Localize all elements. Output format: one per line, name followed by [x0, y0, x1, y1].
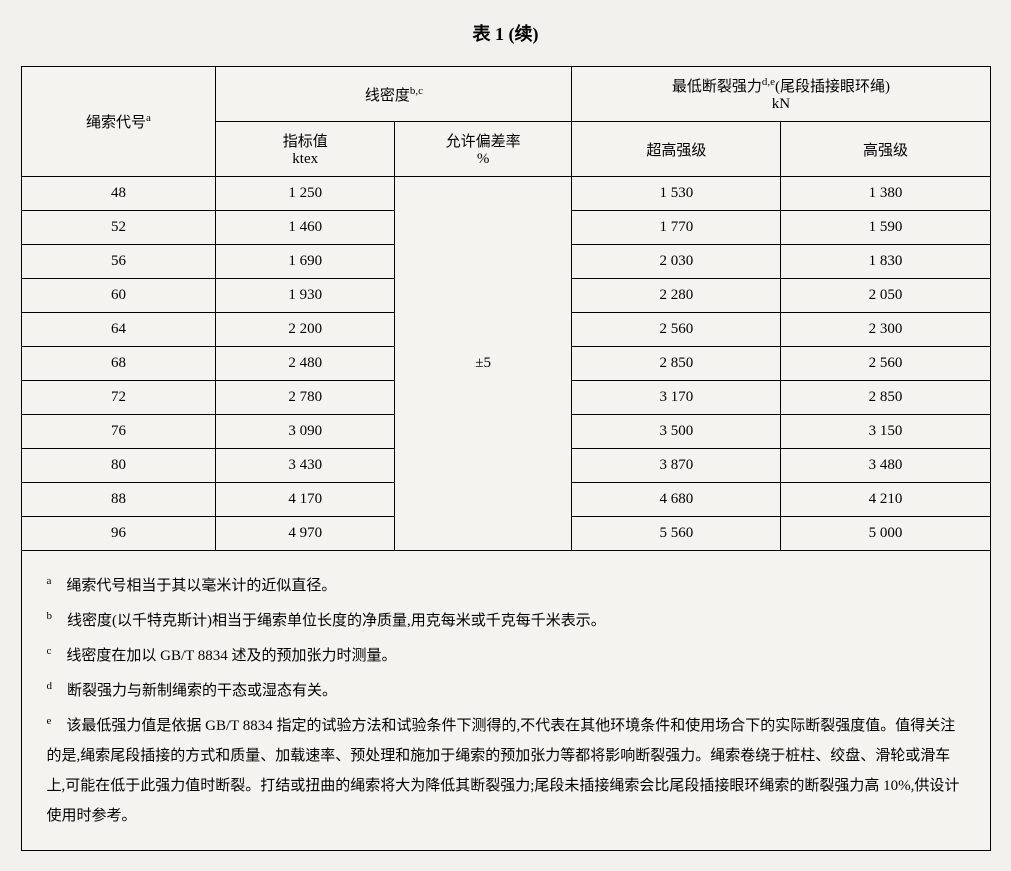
header-tolerance: 允许偏差率 %: [394, 122, 571, 177]
sup: a: [47, 575, 52, 587]
cell-super-high: 3 870: [572, 449, 781, 483]
sup: c: [47, 645, 52, 657]
sup: d: [47, 680, 53, 692]
cell-ktex: 1 250: [216, 177, 395, 211]
footnotes-cell: a 绳索代号相当于其以毫米计的近似直径。 b 线密度(以千特克斯计)相当于绳索单…: [21, 551, 990, 851]
header-rope-code: 绳索代号a: [21, 67, 216, 177]
cell-ktex: 4 170: [216, 483, 395, 517]
cell-high: 2 300: [781, 313, 990, 347]
cell-high: 2 560: [781, 347, 990, 381]
cell-high: 5 000: [781, 517, 990, 551]
cell-code: 52: [21, 211, 216, 245]
suffix: (尾段插接眼环绳): [775, 79, 890, 95]
cell-super-high: 4 680: [572, 483, 781, 517]
cell-high: 2 050: [781, 279, 990, 313]
cell-code: 80: [21, 449, 216, 483]
superscript: d,e: [762, 76, 775, 88]
cell-super-high: 2 280: [572, 279, 781, 313]
cell-super-high: 1 530: [572, 177, 781, 211]
label: 线密度: [365, 88, 410, 104]
cell-code: 56: [21, 245, 216, 279]
cell-code: 68: [21, 347, 216, 381]
table-row: 481 250±51 5301 380: [21, 177, 990, 211]
cell-code: 96: [21, 517, 216, 551]
unit: kN: [772, 96, 790, 112]
header-break-group: 最低断裂强力d,e(尾段插接眼环绳) kN: [572, 67, 990, 122]
unit: ktex: [292, 151, 318, 167]
cell-ktex: 3 090: [216, 415, 395, 449]
cell-ktex: 1 690: [216, 245, 395, 279]
sup: b: [47, 610, 53, 622]
cell-super-high: 2 030: [572, 245, 781, 279]
cell-code: 64: [21, 313, 216, 347]
cell-high: 4 210: [781, 483, 990, 517]
superscript: a: [146, 112, 151, 124]
cell-super-high: 1 770: [572, 211, 781, 245]
footnote-d: d 断裂强力与新制绳索的干态或湿态有关。: [47, 675, 965, 706]
superscript: b,c: [410, 85, 423, 97]
cell-ktex: 3 430: [216, 449, 395, 483]
cell-super-high: 5 560: [572, 517, 781, 551]
cell-ktex: 2 200: [216, 313, 395, 347]
cell-high: 1 830: [781, 245, 990, 279]
cell-high: 3 480: [781, 449, 990, 483]
cell-ktex: 2 480: [216, 347, 395, 381]
cell-code: 48: [21, 177, 216, 211]
unit: %: [477, 151, 490, 167]
header-row-1: 绳索代号a 线密度b,c 最低断裂强力d,e(尾段插接眼环绳) kN: [21, 67, 990, 122]
cell-super-high: 3 170: [572, 381, 781, 415]
header-density-group: 线密度b,c: [216, 67, 572, 122]
label: 绳索代号: [86, 115, 146, 131]
text: 该最低强力值是依据 GB/T 8834 指定的试验方法和试验条件下测得的,不代表…: [47, 718, 960, 824]
label: 最低断裂强力: [672, 79, 762, 95]
footnote-e: e 该最低强力值是依据 GB/T 8834 指定的试验方法和试验条件下测得的,不…: [47, 710, 965, 831]
text: 绳索代号相当于其以毫米计的近似直径。: [66, 578, 336, 594]
header-high: 高强级: [781, 122, 990, 177]
cell-high: 1 590: [781, 211, 990, 245]
cell-ktex: 1 930: [216, 279, 395, 313]
cell-super-high: 2 560: [572, 313, 781, 347]
table-title: 表 1 (续): [20, 20, 991, 46]
cell-tolerance: ±5: [394, 177, 571, 551]
label: 允许偏差率: [446, 134, 521, 150]
cell-ktex: 2 780: [216, 381, 395, 415]
footnote-b: b 线密度(以千特克斯计)相当于绳索单位长度的净质量,用克每米或千克每千米表示。: [47, 605, 965, 636]
text: 断裂强力与新制绳索的干态或湿态有关。: [67, 683, 337, 699]
cell-code: 72: [21, 381, 216, 415]
footnote-a: a 绳索代号相当于其以毫米计的近似直径。: [47, 570, 965, 601]
text: 线密度在加以 GB/T 8834 述及的预加张力时测量。: [66, 648, 396, 664]
cell-ktex: 4 970: [216, 517, 395, 551]
header-ktex: 指标值 ktex: [216, 122, 395, 177]
label: 指标值: [283, 134, 328, 150]
cell-code: 88: [21, 483, 216, 517]
header-super-high: 超高强级: [572, 122, 781, 177]
cell-high: 2 850: [781, 381, 990, 415]
cell-code: 60: [21, 279, 216, 313]
cell-high: 1 380: [781, 177, 990, 211]
cell-code: 76: [21, 415, 216, 449]
cell-high: 3 150: [781, 415, 990, 449]
cell-ktex: 1 460: [216, 211, 395, 245]
footnote-c: c 线密度在加以 GB/T 8834 述及的预加张力时测量。: [47, 640, 965, 671]
sup: e: [47, 715, 52, 727]
cell-super-high: 2 850: [572, 347, 781, 381]
text: 线密度(以千特克斯计)相当于绳索单位长度的净质量,用克每米或千克每千米表示。: [67, 613, 606, 629]
data-table: 绳索代号a 线密度b,c 最低断裂强力d,e(尾段插接眼环绳) kN 指标值 k…: [21, 66, 991, 851]
cell-super-high: 3 500: [572, 415, 781, 449]
